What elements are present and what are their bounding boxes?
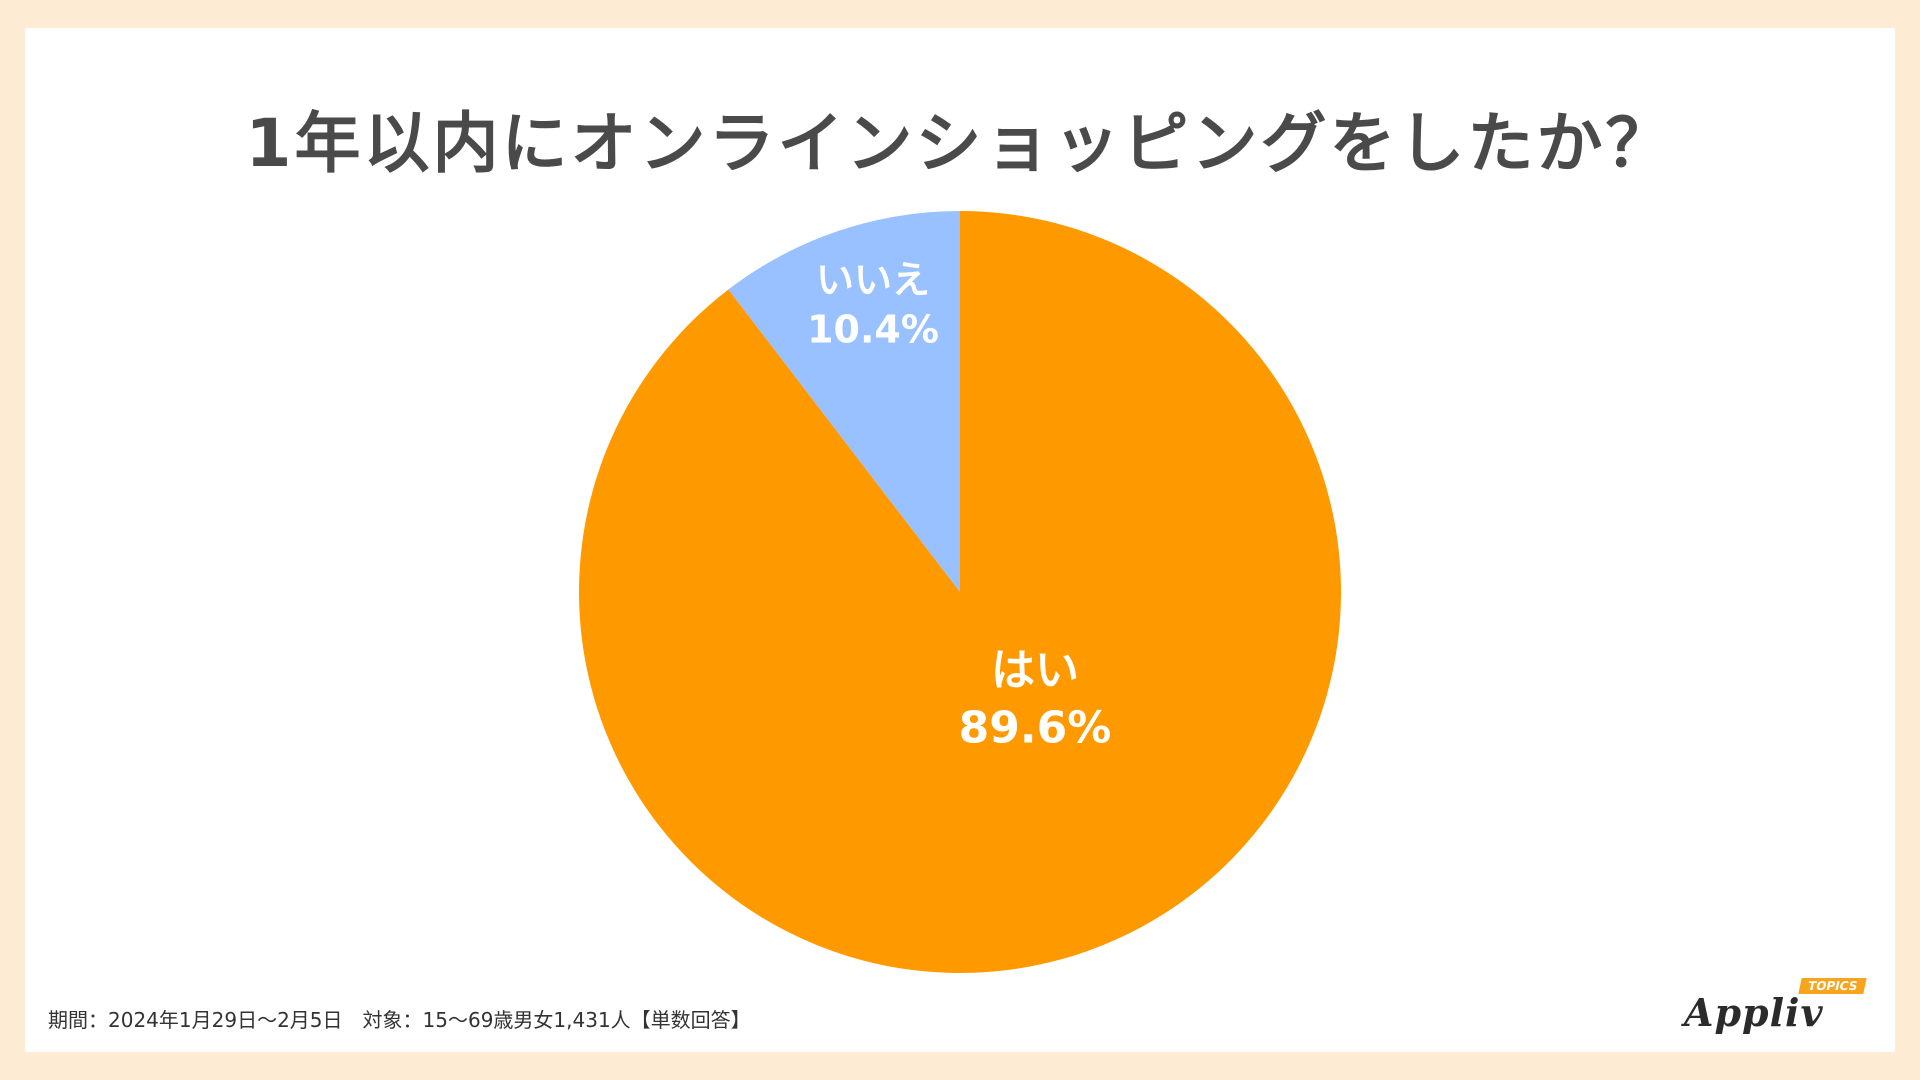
chart-title: 1年以内にオンラインショッピングをしたか？ xyxy=(245,105,1675,182)
logo-wordmark: Appliv xyxy=(1684,990,1824,1035)
survey-footnote: 期間：2024年1月29日〜2月5日 対象：15〜69歳男女1,431人【単数回… xyxy=(48,1008,751,1032)
appliv-topics-logo: Appliv TOPICS xyxy=(1684,976,1868,1036)
chart-card: 1年以内にオンラインショッピングをしたか？ xyxy=(25,28,1895,1052)
logo-badge: TOPICS xyxy=(1798,978,1868,994)
